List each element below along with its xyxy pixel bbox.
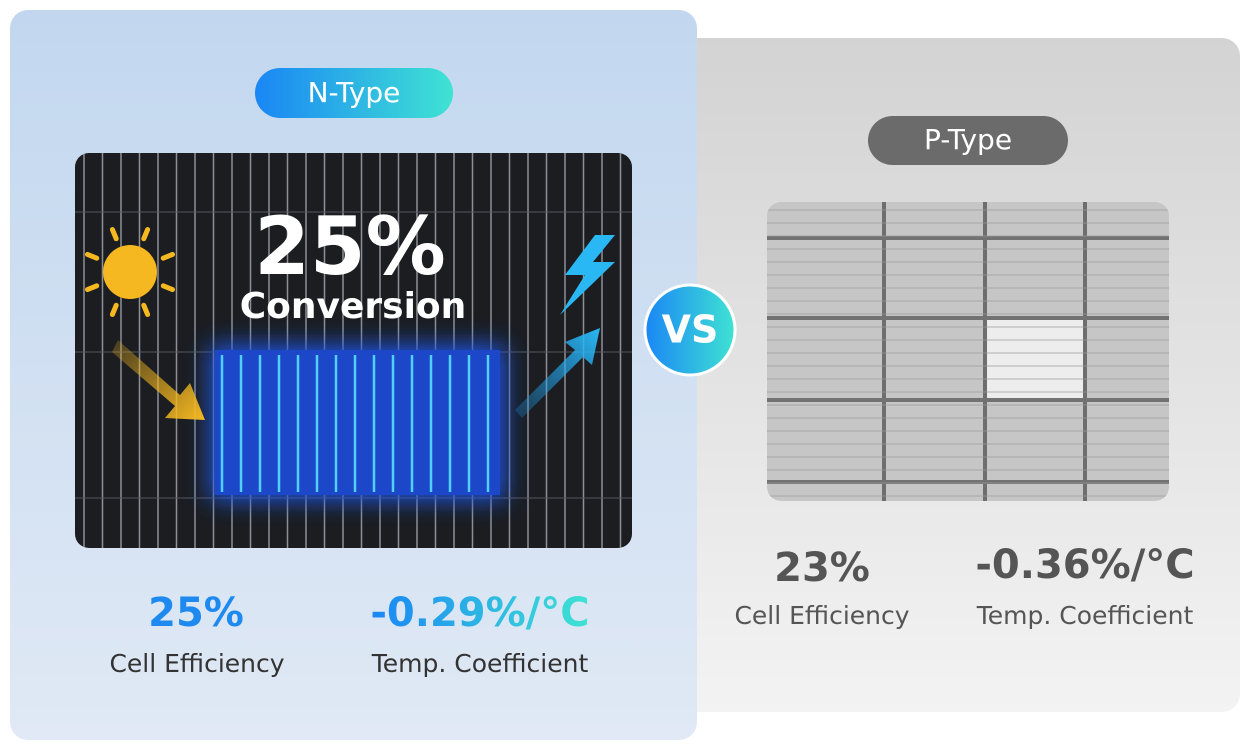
sun-ray xyxy=(160,283,175,293)
badge-text: P-Type xyxy=(924,123,1012,156)
stat-label: Temp. Coefficient xyxy=(371,649,589,678)
stat-value: -0.29%/°C xyxy=(370,590,589,636)
sun xyxy=(85,227,175,317)
sun-ray xyxy=(109,302,119,317)
sun-ray xyxy=(85,283,100,293)
headline: 25% xyxy=(254,200,445,293)
sun-ray xyxy=(141,302,151,317)
p-type-image xyxy=(767,202,1169,501)
badge-text: N-Type xyxy=(308,76,401,109)
sun-arrow xyxy=(112,340,205,420)
n-type-badge xyxy=(255,68,453,118)
cell-background xyxy=(767,202,1169,501)
glow-lines xyxy=(220,355,490,492)
stat-value: -0.36%/°C xyxy=(975,542,1194,588)
sun-ray xyxy=(141,227,151,242)
n-type-image: 25% Conversion xyxy=(75,153,632,548)
glow-cell xyxy=(215,350,500,495)
sun-ray xyxy=(85,251,100,261)
stat-value: 25% xyxy=(148,590,244,636)
stat-label: Cell Efficiency xyxy=(734,601,909,630)
stat-value: 23% xyxy=(774,545,870,591)
vs-badge xyxy=(643,283,737,377)
stat-label: Cell Efficiency xyxy=(109,649,284,678)
bright-cell xyxy=(985,320,1085,400)
vs-text: VS xyxy=(662,308,719,352)
cell-lines xyxy=(767,202,1169,501)
sun-ray xyxy=(109,227,119,242)
sun-ray xyxy=(160,251,175,261)
power-arrow xyxy=(515,328,600,418)
p-type-badge xyxy=(868,116,1068,165)
subheadline: Conversion xyxy=(240,286,467,327)
stat-label: Temp. Coefficient xyxy=(976,601,1194,630)
lightning xyxy=(560,235,615,315)
